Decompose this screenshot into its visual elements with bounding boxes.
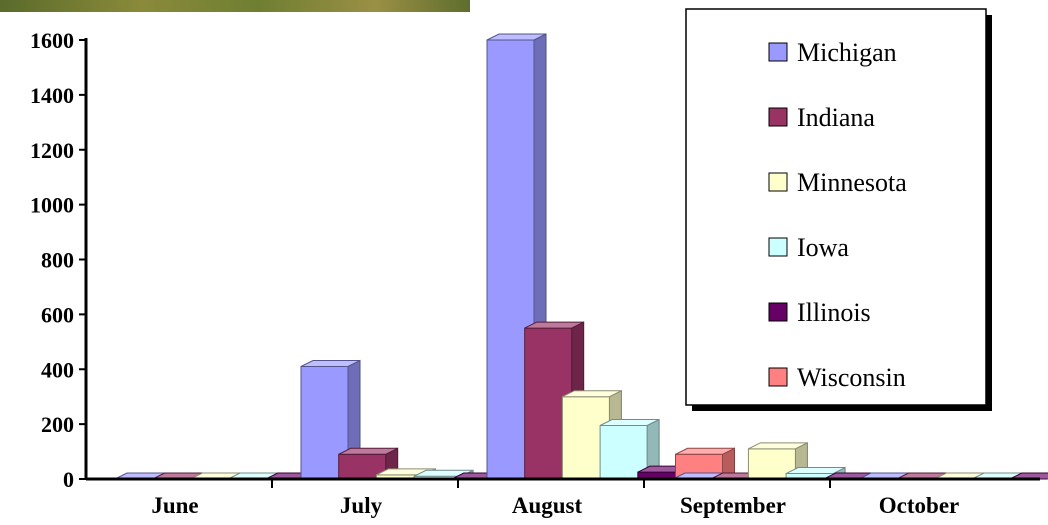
x-category-label: October: [879, 493, 959, 518]
legend-label-michigan: Michigan: [797, 38, 897, 67]
bar-indiana-july: [338, 447, 399, 480]
x-category-label: August: [512, 493, 583, 518]
legend-swatch-minnesota: [768, 172, 788, 192]
y-tick-label: 1400: [30, 83, 74, 108]
legend-swatch-michigan: [768, 42, 788, 62]
y-tick-label: 600: [41, 302, 74, 327]
photo-strip: [0, 0, 470, 12]
y-tick-label: 800: [41, 248, 74, 273]
y-tick-label: 0: [63, 467, 74, 492]
legend: Michigan Indiana Minnesota Iowa Illinois Wisc…: [685, 8, 992, 411]
y-tick-label: 1200: [30, 138, 74, 163]
x-category-label: September: [680, 493, 786, 518]
x-category-label: June: [151, 493, 198, 518]
legend-label-minnesota: Minnesota: [797, 168, 907, 197]
y-tick-label: 400: [41, 357, 74, 382]
legend-swatch-wisconsin: [768, 367, 788, 387]
y-tick-label: 1600: [30, 28, 74, 53]
legend-label-illinois: Illinois: [797, 298, 871, 327]
legend-swatch-indiana: [768, 107, 788, 127]
axes-group: 0 200 400 600 800 1000 1200 1400 1600 June July Aug…: [30, 28, 1040, 518]
legend-swatch-iowa: [768, 237, 788, 257]
legend-box: [685, 8, 987, 406]
x-category-label: July: [340, 493, 383, 518]
y-tick-label: 200: [41, 412, 74, 437]
legend-label-wisconsin: Wisconsin: [797, 363, 906, 392]
legend-swatch-illinois: [768, 302, 788, 322]
y-tick-label: 1000: [30, 193, 74, 218]
legend-label-iowa: Iowa: [797, 233, 849, 262]
legend-label-indiana: Indiana: [797, 103, 875, 132]
